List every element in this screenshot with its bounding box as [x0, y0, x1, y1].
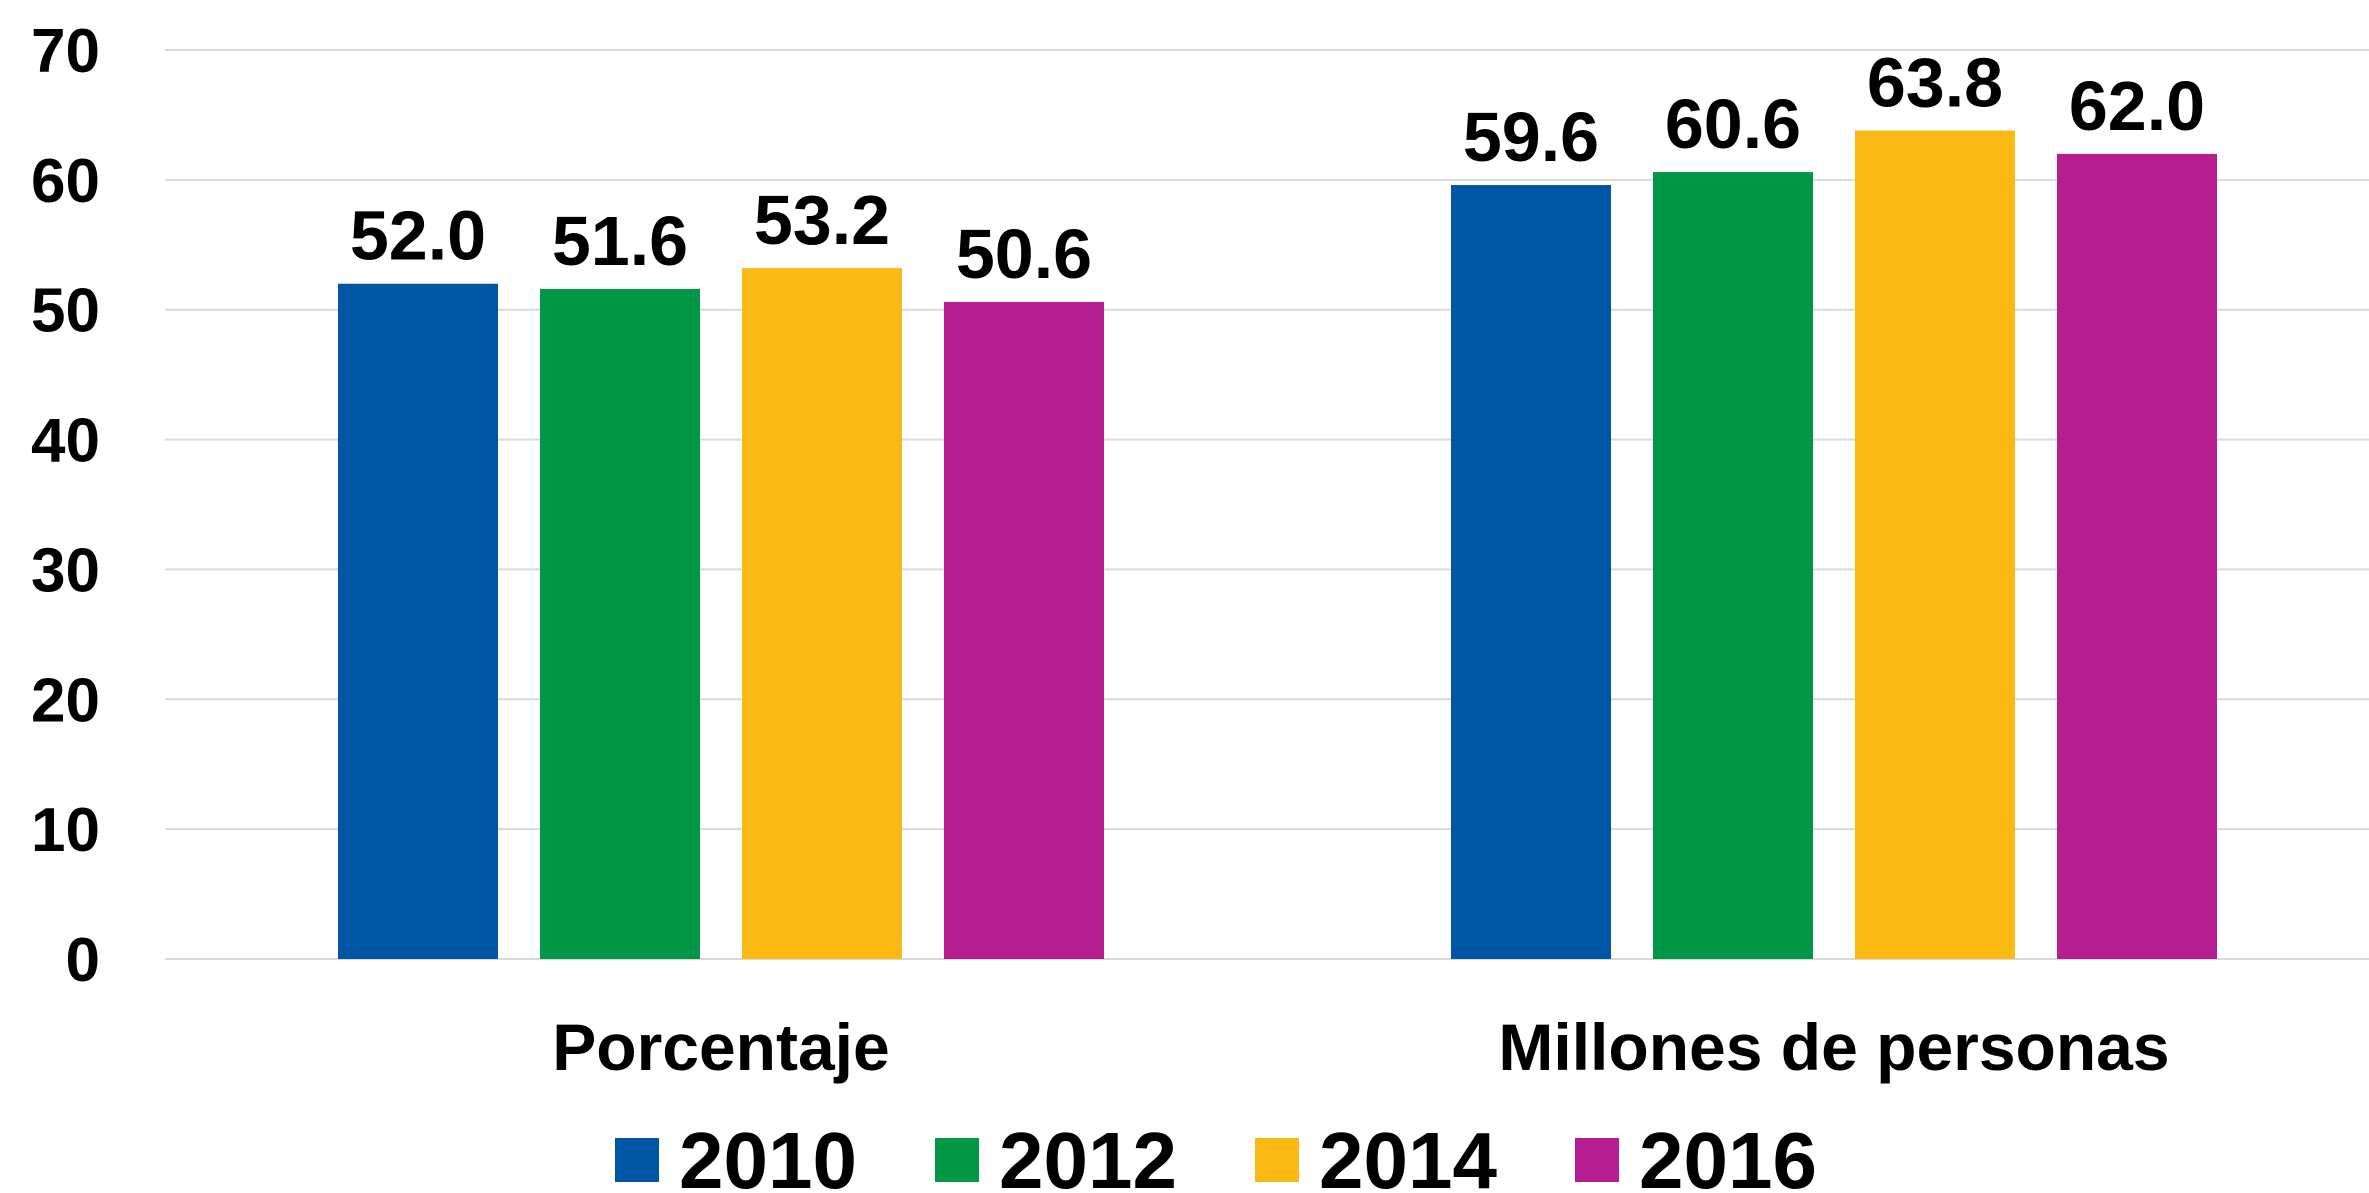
legend-swatch [615, 1138, 659, 1182]
legend-label: 2016 [1639, 1116, 1817, 1193]
y-tick-label: 20 [31, 666, 100, 735]
category-label: Porcentaje [552, 1010, 889, 1084]
y-tick-label: 50 [31, 277, 100, 346]
y-tick-label: 10 [31, 796, 100, 865]
value-label: 63.8 [1867, 44, 2003, 122]
value-label: 51.6 [552, 202, 688, 280]
legend-label: 2014 [1319, 1116, 1497, 1193]
value-label: 53.2 [754, 181, 890, 259]
value-label: 59.6 [1463, 98, 1599, 176]
bar [338, 283, 498, 959]
value-label: 52.0 [350, 197, 486, 275]
bar [944, 301, 1104, 959]
bar [2057, 153, 2217, 959]
category-label: Millones de personas [1498, 1010, 2169, 1084]
bar [742, 268, 902, 959]
gridlines [165, 49, 2369, 960]
bar [1451, 185, 1611, 960]
legend: 2010 2012 2014 2016 [615, 1116, 1817, 1193]
bars [338, 130, 2217, 960]
bar [1653, 172, 1813, 959]
y-tick-label: 0 [66, 926, 100, 995]
y-tick-label: 70 [31, 17, 100, 86]
bar [540, 288, 700, 959]
category-labels: Porcentaje Millones de personas [552, 1010, 2169, 1084]
legend-swatch [935, 1138, 979, 1182]
value-label: 50.6 [956, 215, 1092, 293]
value-labels: 52.0 51.6 53.2 50.6 59.6 60.6 63.8 62.0 [350, 44, 2205, 293]
legend-label: 2010 [679, 1116, 857, 1193]
y-tick-label: 30 [31, 536, 100, 605]
bar [1855, 130, 2015, 960]
y-axis-ticks: 0 10 20 30 40 50 60 70 [31, 17, 100, 995]
value-label: 62.0 [2069, 67, 2205, 145]
legend-label: 2012 [999, 1116, 1177, 1193]
legend-swatch [1255, 1138, 1299, 1182]
y-tick-label: 60 [31, 147, 100, 216]
legend-swatch [1575, 1138, 1619, 1182]
y-tick-label: 40 [31, 407, 100, 476]
value-label: 60.6 [1665, 85, 1801, 163]
